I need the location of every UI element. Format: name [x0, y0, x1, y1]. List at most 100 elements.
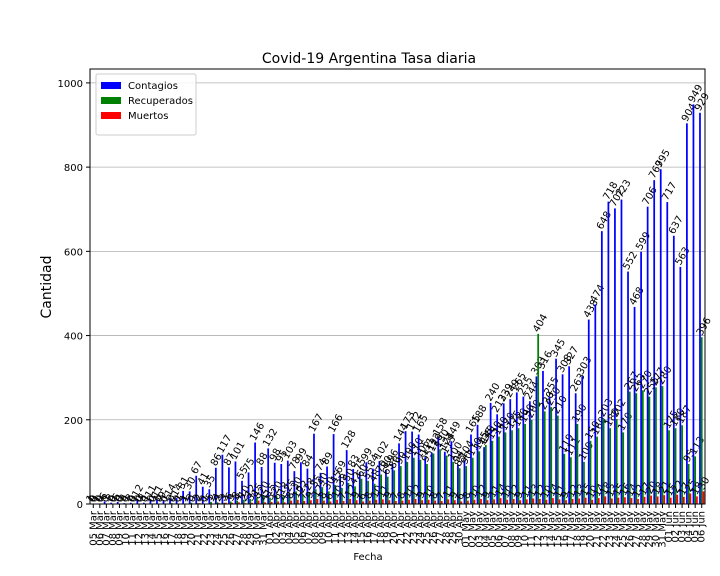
value-label: 0	[132, 493, 145, 504]
bar	[628, 391, 631, 504]
bar	[650, 495, 653, 504]
bar	[460, 501, 463, 504]
value-label: 1	[140, 493, 153, 504]
bar	[686, 123, 688, 505]
bar	[463, 460, 466, 504]
x-tick-label: 11 May	[527, 511, 538, 548]
value-label: 1	[178, 493, 191, 504]
bar	[659, 169, 662, 504]
bar	[648, 396, 651, 504]
x-tick-label: 07 May	[500, 511, 511, 548]
bar	[295, 491, 297, 504]
bar	[417, 434, 420, 504]
x-tick-label: 21 Apr	[396, 510, 407, 544]
bar	[136, 498, 139, 504]
bar	[614, 208, 616, 504]
bar	[267, 448, 270, 504]
bar	[365, 462, 368, 504]
bar	[380, 474, 383, 504]
bar	[694, 456, 697, 504]
value-label: 3	[225, 492, 238, 503]
bar	[491, 440, 494, 504]
value-label: 1	[160, 493, 173, 504]
bar	[432, 453, 435, 504]
bar	[539, 498, 541, 504]
x-tick-label: 14 Apr	[350, 510, 361, 544]
bar	[509, 399, 512, 504]
bar	[382, 499, 384, 504]
x-tick-label: 01 Jun	[664, 511, 675, 543]
x-tick-label: 29 Apr	[448, 510, 459, 544]
bar	[489, 402, 492, 504]
bar	[249, 498, 252, 504]
bar	[512, 498, 515, 504]
bar	[408, 499, 410, 504]
x-tick-label: 31 May	[657, 511, 668, 548]
bar	[476, 424, 479, 504]
bar	[273, 462, 276, 504]
value-label: 9	[448, 490, 461, 501]
bar	[696, 496, 698, 504]
x-tick-label: 12 Apr	[337, 510, 348, 544]
bar	[450, 441, 453, 504]
bar	[290, 500, 293, 504]
x-tick-label: 08 Mar	[108, 510, 119, 546]
x-tick-label: 04 Jun	[684, 511, 695, 543]
bar	[493, 499, 495, 504]
value-label: 0	[145, 493, 158, 504]
bar	[674, 428, 677, 504]
bar	[229, 501, 232, 504]
bar	[190, 502, 193, 504]
legend-swatch	[101, 82, 121, 89]
bar	[358, 472, 361, 504]
y-tick-label: 1000	[58, 79, 83, 90]
x-tick-label: 20 Mar	[186, 510, 197, 546]
bar	[457, 464, 459, 504]
bar	[419, 459, 422, 504]
value-label: 0	[171, 493, 184, 504]
bar	[352, 469, 355, 504]
value-label: 0	[113, 493, 126, 504]
bar	[473, 499, 476, 504]
bar	[532, 498, 535, 504]
bar	[480, 498, 482, 504]
bar	[326, 466, 328, 504]
bar	[286, 460, 289, 504]
bar	[486, 500, 489, 504]
bar	[641, 390, 644, 504]
x-tick-label: 02 Apr	[271, 510, 282, 544]
x-tick-label: 25 May	[618, 511, 629, 548]
value-label: 6	[324, 491, 337, 502]
x-tick-label: 30 Mar	[252, 510, 263, 546]
bar	[283, 502, 286, 504]
value-label: 2	[212, 493, 225, 504]
bar	[666, 202, 669, 504]
bar	[342, 501, 345, 504]
value-label: 7	[389, 491, 402, 502]
value-label: 4	[211, 492, 224, 503]
value-label: 8	[317, 490, 330, 501]
bar	[254, 442, 256, 504]
bar	[524, 423, 526, 504]
bar	[412, 457, 415, 504]
bar	[458, 468, 461, 504]
bar	[682, 496, 685, 504]
bar	[360, 478, 363, 504]
value-label: 3	[245, 492, 258, 503]
bar	[142, 502, 145, 504]
bar	[329, 501, 332, 504]
value-label: 9	[513, 490, 526, 501]
bar	[568, 366, 571, 504]
bar	[401, 500, 404, 504]
bar	[537, 333, 540, 504]
bar	[251, 502, 253, 504]
bar	[349, 498, 352, 504]
bar	[398, 443, 400, 504]
value-label: 8	[396, 490, 409, 501]
x-tick-label: 27 Apr	[435, 510, 446, 544]
bar	[452, 461, 454, 504]
value-label: 0	[139, 493, 152, 504]
bar	[594, 304, 597, 504]
x-tick-label: 23 May	[605, 511, 616, 548]
value-label: 0	[99, 493, 112, 504]
